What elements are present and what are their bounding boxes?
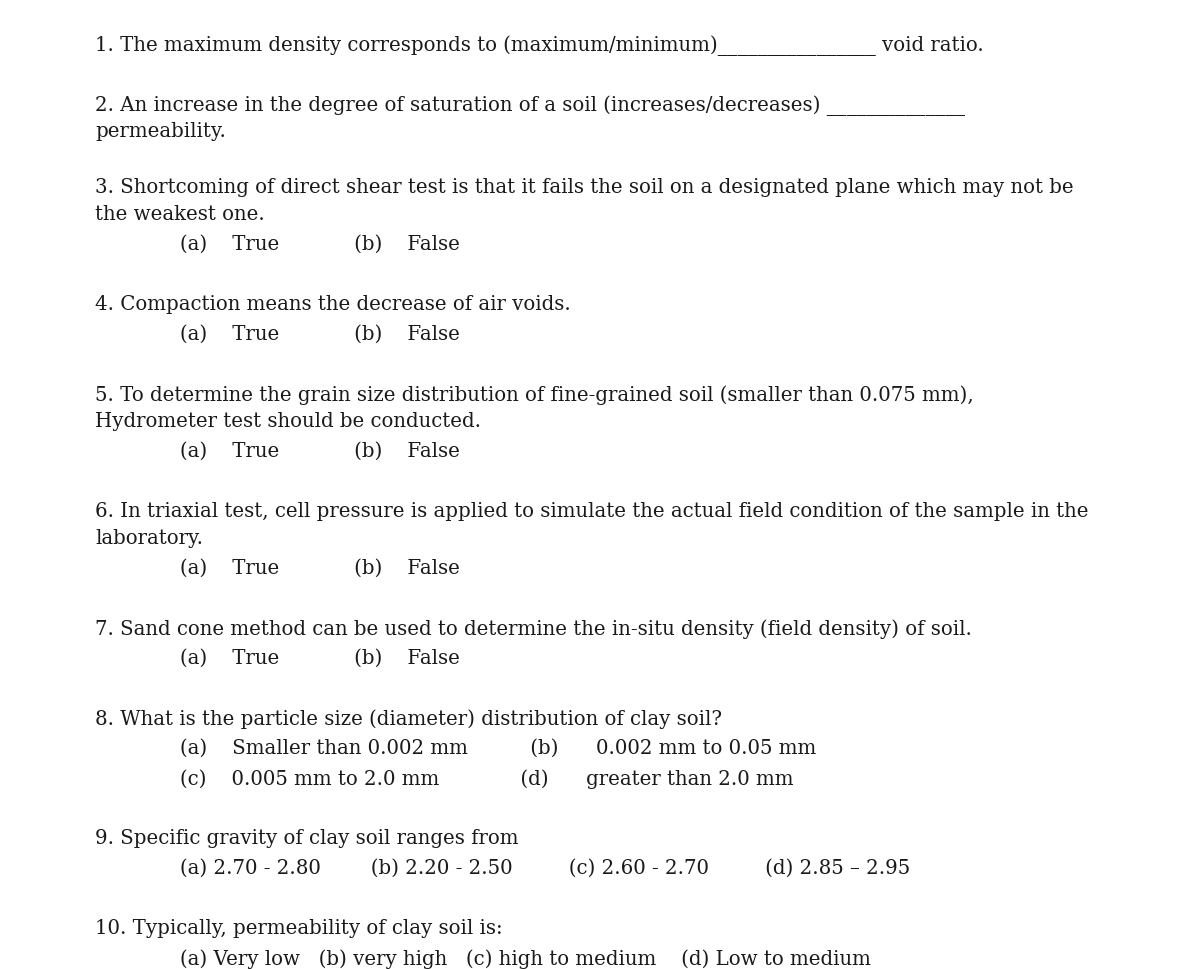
Text: 2. An increase in the degree of saturation of a soil (increases/decreases) _____: 2. An increase in the degree of saturati… [95,95,965,115]
Text: (c)    0.005 mm to 2.0 mm             (d)      greater than 2.0 mm: (c) 0.005 mm to 2.0 mm (d) greater than … [180,769,793,789]
Text: 6. In triaxial test, cell pressure is applied to simulate the actual field condi: 6. In triaxial test, cell pressure is ap… [95,502,1088,521]
Text: 8. What is the particle size (diameter) distribution of clay soil?: 8. What is the particle size (diameter) … [95,709,722,729]
Text: 5. To determine the grain size distribution of fine-grained soil (smaller than 0: 5. To determine the grain size distribut… [95,385,973,405]
Text: permeability.: permeability. [95,122,226,141]
Text: (a)    True            (b)    False: (a) True (b) False [180,325,460,344]
Text: 7. Sand cone method can be used to determine the in-situ density (field density): 7. Sand cone method can be used to deter… [95,619,972,639]
Text: 10. Typically, permeability of clay soil is:: 10. Typically, permeability of clay soil… [95,919,503,938]
Text: laboratory.: laboratory. [95,529,203,548]
Text: (a)    True            (b)    False: (a) True (b) False [180,442,460,461]
Text: (a) 2.70 - 2.80        (b) 2.20 - 2.50         (c) 2.60 - 2.70         (d) 2.85 : (a) 2.70 - 2.80 (b) 2.20 - 2.50 (c) 2.60… [180,859,911,878]
Text: (a)    True            (b)    False: (a) True (b) False [180,649,460,668]
Text: 1. The maximum density corresponds to (maximum/minimum)________________ void rat: 1. The maximum density corresponds to (m… [95,35,984,55]
Text: the weakest one.: the weakest one. [95,205,265,224]
Text: 9. Specific gravity of clay soil ranges from: 9. Specific gravity of clay soil ranges … [95,829,518,848]
Text: 3. Shortcoming of direct shear test is that it fails the soil on a designated pl: 3. Shortcoming of direct shear test is t… [95,178,1074,197]
Text: 4. Compaction means the decrease of air voids.: 4. Compaction means the decrease of air … [95,295,571,314]
Text: (a)    True            (b)    False: (a) True (b) False [180,235,460,254]
Text: (a)    True            (b)    False: (a) True (b) False [180,559,460,578]
Text: Hydrometer test should be conducted.: Hydrometer test should be conducted. [95,412,481,431]
Text: (a) Very low   (b) very high   (c) high to medium    (d) Low to medium: (a) Very low (b) very high (c) high to m… [180,949,871,969]
Text: (a)    Smaller than 0.002 mm          (b)      0.002 mm to 0.05 mm: (a) Smaller than 0.002 mm (b) 0.002 mm t… [180,739,816,758]
